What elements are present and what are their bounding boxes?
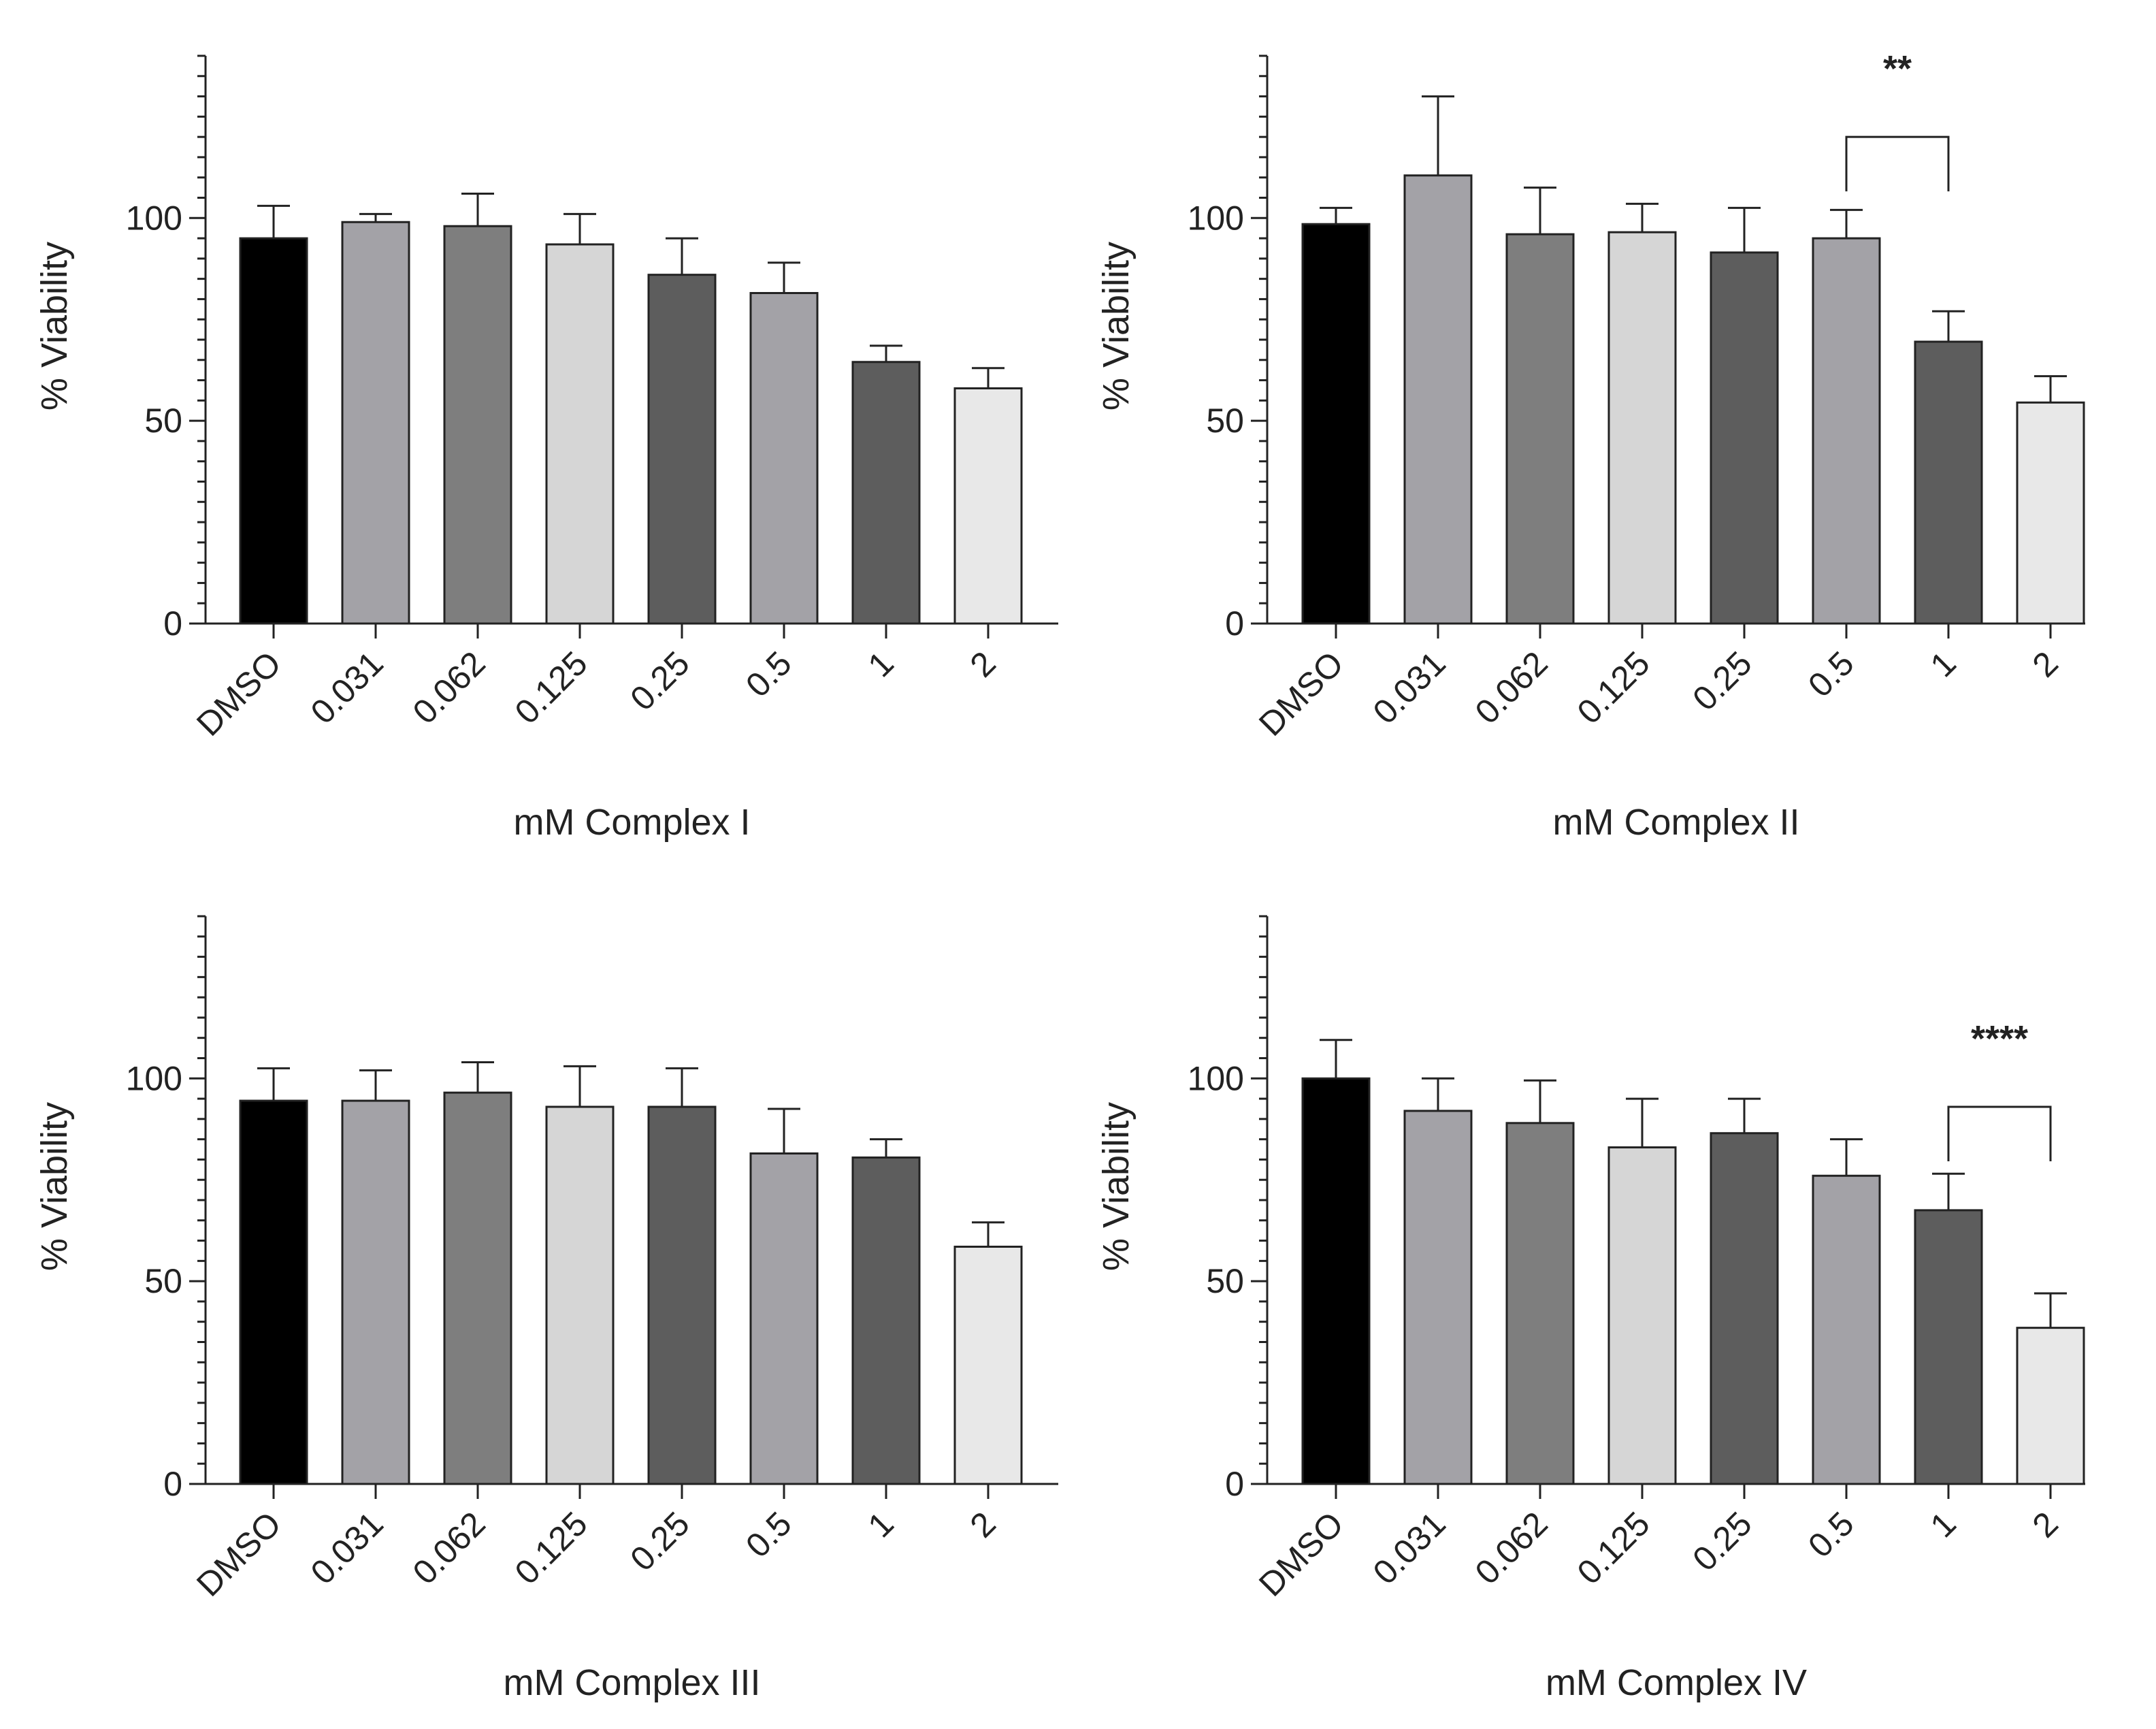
bar-2: [953, 1246, 1023, 1485]
bar-0.125: [545, 243, 615, 625]
y-tick-label: 100: [1188, 199, 1244, 237]
y-tick-label: 50: [1206, 402, 1244, 440]
bar-DMSO: [239, 1099, 308, 1485]
bar-DMSO: [1301, 1077, 1371, 1485]
x-tick-label: DMSO: [189, 644, 289, 743]
y-tick-label: 0: [1225, 1465, 1244, 1503]
bar-0.062: [443, 225, 512, 625]
x-tick-label: 0.125: [1570, 644, 1657, 731]
bar-DMSO: [1301, 223, 1371, 625]
x-tick-label: 0.062: [406, 644, 493, 731]
bar-1: [851, 361, 921, 625]
x-tick-label: 0.25: [623, 1504, 696, 1578]
bar-1: [1914, 340, 1983, 625]
x-tick-label: 0.031: [1366, 1504, 1453, 1591]
x-tick-label: 0.125: [508, 644, 595, 731]
x-tick-label: 1: [861, 1504, 901, 1545]
y-tick-label: 100: [126, 199, 182, 237]
bar-0.062: [1505, 1122, 1575, 1485]
x-axis-title: mM Complex I: [513, 802, 750, 843]
y-axis-title: % Viability: [34, 242, 75, 410]
significance-bracket: [1845, 135, 1950, 192]
x-tick-label: 0.125: [1570, 1504, 1657, 1591]
y-tick-label: 50: [144, 402, 182, 440]
panel-complex-i: 0 50 100 DMSO 0.031 0.062 0.125 0.25 0.5 1 2 mM Com…: [34, 54, 1058, 843]
x-axis-title: mM Complex II: [1552, 802, 1799, 843]
x-tick-label: 0.031: [304, 644, 391, 731]
y-tick-label: 50: [144, 1262, 182, 1300]
bar-2: [953, 387, 1023, 625]
bar-2: [2016, 1327, 2085, 1485]
significance-bracket: [1947, 1105, 2052, 1161]
x-tick-label: 0.031: [1366, 644, 1453, 731]
bar-0.031: [341, 1099, 410, 1485]
bar-0.031: [341, 221, 410, 625]
x-tick-label: 0.031: [304, 1504, 391, 1591]
bar-0.125: [1607, 1146, 1677, 1485]
x-tick-label: 0.125: [508, 1504, 595, 1591]
bar-1: [851, 1156, 921, 1485]
y-tick-label: 50: [1206, 1262, 1244, 1300]
y-tick-label: 100: [126, 1059, 182, 1097]
y-tick-label: 0: [163, 1465, 182, 1503]
x-tick-label: DMSO: [1252, 1504, 1351, 1604]
x-axis-title: mM Complex IV: [1546, 1662, 1807, 1703]
x-tick-label: 0.062: [1468, 644, 1555, 731]
x-tick-label: 1: [1923, 1504, 1963, 1545]
x-tick-label: 0.5: [1801, 1504, 1861, 1565]
significance-label: **: [1883, 48, 1912, 89]
bar-0.25: [647, 1105, 717, 1485]
x-tick-label: 2: [2025, 1504, 2065, 1545]
significance-label: ****: [1971, 1018, 2028, 1059]
bar-0.25: [1710, 1132, 1779, 1485]
x-tick-label: 1: [861, 644, 901, 684]
x-tick-label: 2: [2025, 644, 2065, 684]
x-tick-label: 0.5: [738, 1504, 799, 1565]
y-axis-title: % Viability: [1096, 1102, 1137, 1271]
bar-0.5: [749, 1152, 819, 1485]
bar-0.25: [647, 274, 717, 625]
y-tick-label: 0: [163, 604, 182, 643]
y-tick-label: 100: [1188, 1059, 1244, 1097]
bar-0.5: [1812, 1174, 1881, 1485]
x-axis-title: mM Complex III: [503, 1662, 760, 1703]
y-axis-title: % Viability: [1096, 242, 1137, 410]
bar-DMSO: [239, 237, 308, 625]
bar-0.125: [1607, 231, 1677, 625]
y-axis-title: % Viability: [34, 1102, 75, 1271]
bar-0.25: [1710, 251, 1779, 625]
x-tick-label: 0.062: [1468, 1504, 1555, 1591]
panel-complex-iv: 0 50 100 DMSO 0.031 0.062 0.125 0.25 0.5 1 2 mM Com…: [1096, 915, 2085, 1703]
x-tick-label: 0.25: [1685, 1504, 1759, 1578]
x-tick-label: DMSO: [189, 1504, 289, 1604]
bar-1: [1914, 1209, 1983, 1485]
panel-complex-iii: 0 50 100 DMSO 0.031 0.062 0.125 0.25 0.5 1 2 mM Com…: [34, 915, 1058, 1703]
bar-0.5: [1812, 237, 1881, 625]
bar-0.031: [1403, 1110, 1473, 1485]
x-tick-label: DMSO: [1252, 644, 1351, 743]
panel-complex-ii: 0 50 100 DMSO 0.031 0.062 0.125 0.25 0.5 1 2 mM Com…: [1096, 48, 2085, 843]
bar-0.062: [1505, 233, 1575, 625]
x-tick-label: 0.25: [623, 644, 696, 717]
x-tick-label: 0.062: [406, 1504, 493, 1591]
x-tick-label: 0.5: [738, 644, 799, 705]
x-tick-label: 0.25: [1685, 644, 1759, 717]
bar-0.125: [545, 1105, 615, 1485]
bar-0.031: [1403, 174, 1473, 625]
y-tick-label: 0: [1225, 604, 1244, 643]
bar-0.062: [443, 1091, 512, 1485]
bar-2: [2016, 401, 2085, 625]
x-tick-label: 2: [963, 644, 1003, 684]
x-tick-label: 0.5: [1801, 644, 1861, 705]
x-tick-label: 1: [1923, 644, 1963, 684]
x-tick-label: 2: [963, 1504, 1003, 1545]
bar-0.5: [749, 291, 819, 625]
